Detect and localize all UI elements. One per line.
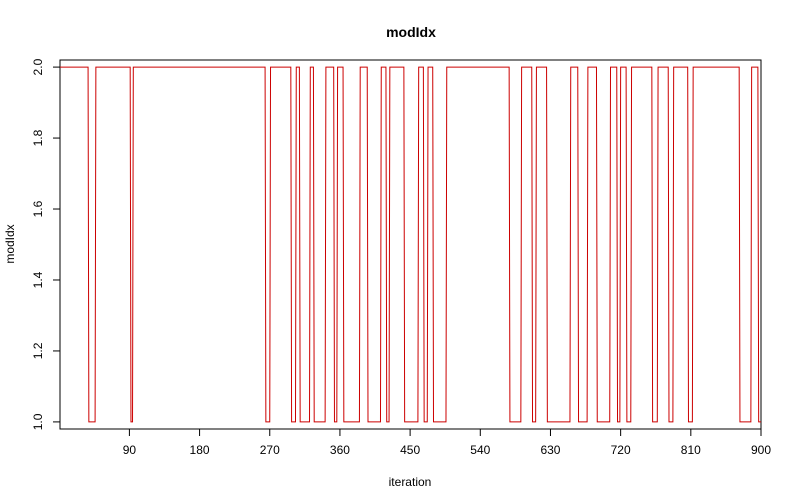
- x-axis-label: iteration: [389, 475, 432, 489]
- x-tick-label: 900: [751, 443, 771, 457]
- y-axis: 1.0 1.2 1.4 1.6 1.8 2.0: [31, 58, 61, 430]
- x-tick-label: 450: [400, 443, 420, 457]
- series-layer: [60, 66, 761, 423]
- y-tick-label: 1.8: [31, 129, 45, 146]
- x-tick-label: 630: [540, 443, 560, 457]
- x-tick-label: 180: [190, 443, 210, 457]
- y-axis-label: modIdx: [3, 224, 17, 263]
- y-tick-label: 1.0: [31, 413, 45, 430]
- x-tick-label: 540: [470, 443, 490, 457]
- chart-title: modIdx: [386, 24, 436, 40]
- y-tick-label: 2.0: [31, 58, 45, 75]
- y-tick-label: 1.4: [31, 271, 45, 288]
- x-tick-label: 720: [611, 443, 631, 457]
- x-axis: 90 180 270 360 450 540 630 720 810 900: [123, 428, 771, 457]
- plot-frame: [59, 59, 762, 430]
- x-tick-label: 810: [681, 443, 701, 457]
- y-tick-label: 1.2: [31, 342, 45, 359]
- x-tick-label: 270: [260, 443, 280, 457]
- series-line: [60, 66, 761, 423]
- x-tick-label: 90: [123, 443, 137, 457]
- x-tick-label: 360: [330, 443, 350, 457]
- y-tick-label: 1.6: [31, 200, 45, 217]
